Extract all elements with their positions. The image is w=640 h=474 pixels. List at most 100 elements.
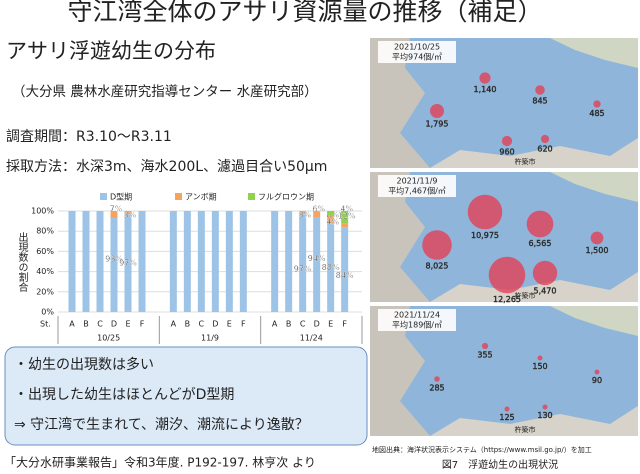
bar-segment bbox=[96, 211, 104, 312]
bar-segment bbox=[138, 211, 146, 312]
group-label: 11/24 bbox=[300, 334, 323, 343]
x-tick-label: B bbox=[286, 320, 292, 329]
bullet: ・幼生の出現数は多い bbox=[14, 356, 154, 373]
method: 採取方法：水深3m、海水200L、濾過目合い50μm bbox=[6, 159, 327, 175]
bar-segment bbox=[211, 211, 219, 312]
station-value: 90 bbox=[592, 376, 602, 385]
bar-segment bbox=[341, 223, 349, 228]
abundance-circle bbox=[422, 230, 452, 260]
data-label: 97% bbox=[294, 265, 312, 274]
x-tick-label: E bbox=[227, 320, 232, 329]
station-value: 620 bbox=[537, 145, 552, 154]
data-label: 3% bbox=[298, 211, 311, 220]
x-tick-label: C bbox=[97, 320, 103, 329]
legend-label: アンボ期 bbox=[185, 193, 217, 202]
abundance-circle bbox=[501, 135, 513, 147]
station-value: 1,140 bbox=[474, 85, 497, 94]
map-average: 平均974個/㎥ bbox=[392, 52, 442, 62]
y-tick-label: 80% bbox=[36, 227, 54, 236]
group-label: 10/25 bbox=[97, 334, 120, 343]
x-tick-label: B bbox=[83, 320, 89, 329]
date-box bbox=[378, 309, 456, 331]
bar-segment bbox=[169, 211, 177, 312]
date-box bbox=[378, 175, 456, 197]
legend-label: D型期 bbox=[110, 193, 132, 202]
data-label: 88% bbox=[322, 263, 340, 272]
abundance-circle bbox=[479, 72, 491, 84]
bar-segment bbox=[327, 223, 335, 312]
bar-segment bbox=[299, 211, 307, 215]
y-tick-label: 40% bbox=[36, 267, 54, 276]
land bbox=[550, 306, 638, 336]
land bbox=[370, 172, 430, 302]
map-date: 2021/11/24 bbox=[394, 311, 440, 320]
land bbox=[430, 406, 638, 436]
legend-swatch bbox=[175, 193, 182, 200]
station-value: 150 bbox=[532, 362, 547, 371]
x-tick-label: D bbox=[314, 320, 320, 329]
bar-segment bbox=[225, 211, 233, 312]
abundance-circle bbox=[593, 100, 601, 108]
x-tick-label: F bbox=[241, 320, 246, 329]
figure-caption: 図7 浮遊幼生の出現状況 bbox=[442, 458, 558, 471]
land bbox=[370, 306, 430, 436]
map-date: 2021/11/9 bbox=[396, 177, 437, 186]
legend-label: フルグロウン期 bbox=[258, 192, 314, 202]
abundance-circle bbox=[488, 256, 526, 294]
y-tick-label: 100% bbox=[31, 207, 54, 216]
x-tick-label: E bbox=[125, 320, 130, 329]
x-axis-label: St. bbox=[40, 320, 51, 329]
y-axis-label: 出現数の割合 bbox=[16, 231, 28, 293]
abundance-circle bbox=[434, 376, 440, 382]
bar-segment bbox=[110, 218, 118, 312]
bar-segment bbox=[197, 211, 205, 312]
x-tick-label: C bbox=[300, 320, 306, 329]
map-average: 平均189個/㎥ bbox=[392, 320, 442, 330]
land bbox=[430, 138, 638, 168]
x-tick-label: F bbox=[342, 320, 347, 329]
date-box bbox=[378, 41, 456, 63]
station-value: 355 bbox=[477, 351, 492, 360]
period: 調査期間：R3.10～R3.11 bbox=[6, 129, 172, 145]
bullet: ⇒ 守江湾で生まれて、潮汐、潮流により逸散？ bbox=[14, 416, 309, 433]
data-label: 12% bbox=[338, 212, 356, 221]
x-tick-label: C bbox=[199, 320, 205, 329]
organization: （大分県 農林水産研究指導センター 水産研究部） bbox=[12, 84, 318, 100]
data-label: 6% bbox=[312, 205, 325, 214]
x-tick-label: B bbox=[185, 320, 191, 329]
map-average: 平均7,467個/㎥ bbox=[388, 186, 446, 196]
station-value: 960 bbox=[499, 148, 514, 157]
bar-segment bbox=[341, 211, 349, 224]
subtitle: アサリ浮遊幼生の分布 bbox=[6, 39, 216, 63]
data-label: 7% bbox=[110, 205, 123, 214]
bar-segment bbox=[313, 211, 321, 218]
data-label: 84% bbox=[336, 271, 354, 280]
land bbox=[550, 172, 638, 202]
abundance-circle bbox=[430, 104, 444, 118]
data-label: 94% bbox=[308, 254, 326, 263]
station-value: 5,470 bbox=[534, 287, 557, 296]
bar-segment bbox=[327, 211, 335, 216]
place-name: 杵築市 bbox=[515, 157, 536, 166]
bar-segment bbox=[285, 211, 293, 312]
bullet: ・出現した幼生はほとんどがD型期 bbox=[14, 387, 234, 403]
map-date: 2021/10/25 bbox=[394, 43, 440, 52]
x-tick-label: D bbox=[111, 320, 117, 329]
land bbox=[550, 38, 638, 68]
bar-segment bbox=[124, 211, 132, 215]
citation: 「大分水研事業報告」令和3年度. P192-197. 林亨次 より bbox=[4, 455, 316, 470]
abundance-circle bbox=[590, 231, 604, 245]
bar-segment bbox=[271, 211, 279, 312]
station-value: 1,795 bbox=[426, 119, 449, 128]
abundance-circle bbox=[537, 355, 543, 361]
legend-swatch bbox=[100, 193, 107, 200]
station-value: 1,500 bbox=[586, 246, 609, 255]
y-tick-label: 0% bbox=[41, 308, 54, 317]
data-label: 4% bbox=[326, 218, 339, 227]
group-label: 11/9 bbox=[201, 334, 219, 343]
bar-segment bbox=[110, 211, 118, 219]
station-value: 125 bbox=[499, 413, 514, 422]
bar-segment bbox=[239, 211, 247, 312]
